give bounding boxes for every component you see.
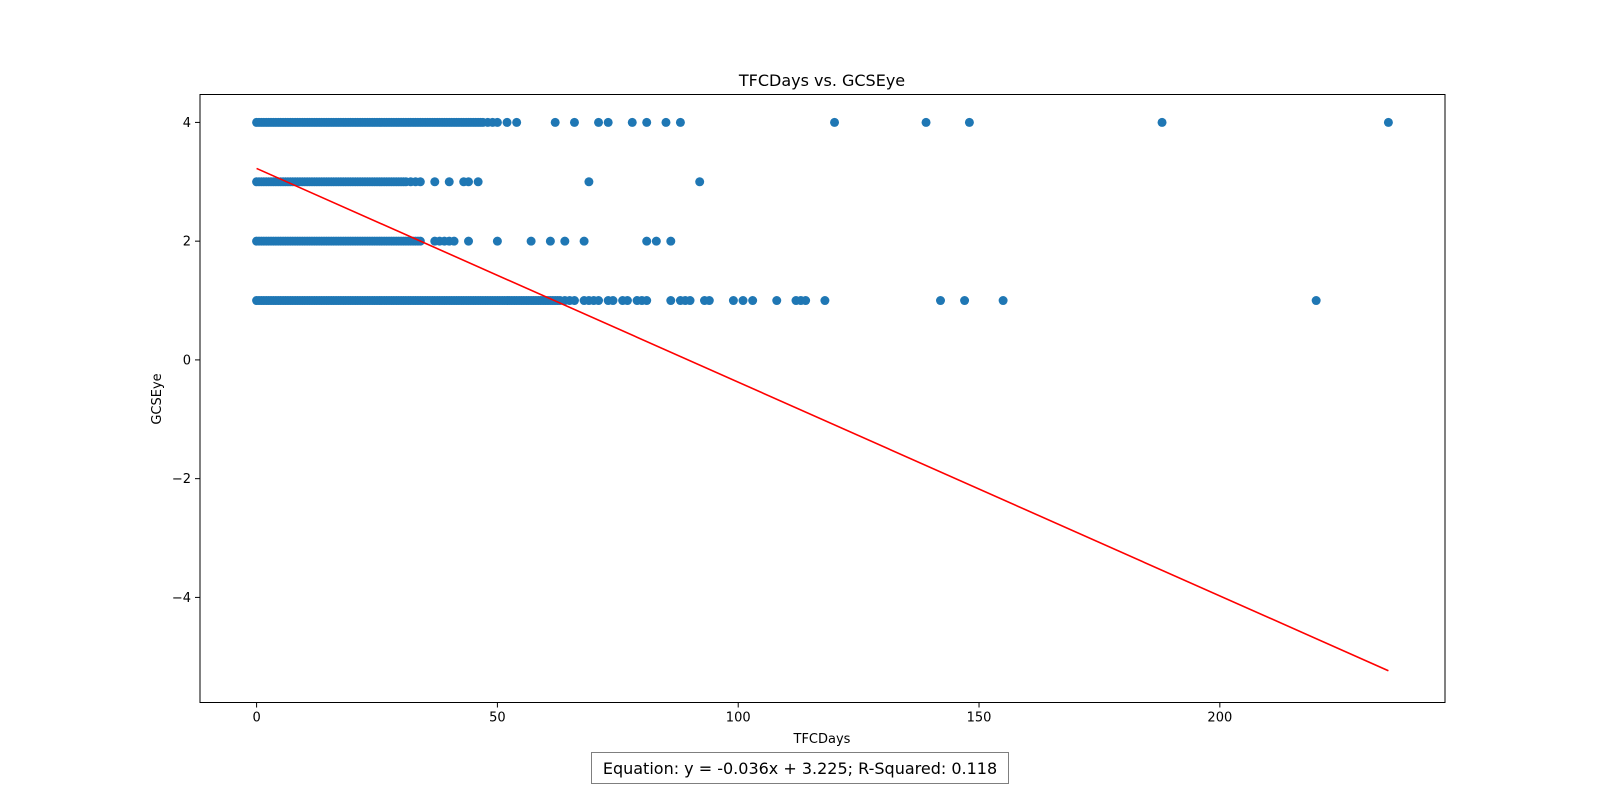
scatter-point <box>830 117 840 127</box>
y-axis-label: GCSEye <box>150 373 165 424</box>
scatter-point <box>772 296 782 306</box>
scatter-point <box>415 177 425 187</box>
scatter-point <box>748 296 758 306</box>
scatter-point <box>661 117 671 127</box>
scatter-point <box>666 236 676 246</box>
y-tick-label: −4 <box>172 591 191 606</box>
scatter-point <box>473 177 483 187</box>
scatter-point <box>430 177 440 187</box>
y-tick-label: −2 <box>172 472 191 487</box>
scatter-point <box>964 117 974 127</box>
scatter-point <box>550 117 560 127</box>
scatter-point <box>584 177 594 187</box>
x-axis-ticks: 0 50 100 150 200 <box>252 702 1232 726</box>
scatter-point <box>1157 117 1167 127</box>
scatter-point <box>1383 117 1393 127</box>
y-axis-ticks: −4 −2 0 2 4 <box>172 116 200 606</box>
scatter-point <box>594 296 604 306</box>
scatter-point <box>545 236 555 246</box>
x-tick-label: 0 <box>252 711 260 726</box>
scatter-point <box>608 296 618 306</box>
scatter-point <box>526 236 536 246</box>
chart-title: TFCDays vs. GCSEye <box>738 71 905 90</box>
scatter-point <box>685 296 695 306</box>
scatter-point <box>642 236 652 246</box>
scatter-point <box>622 296 632 306</box>
scatter-point <box>642 296 652 306</box>
scatter-point <box>998 296 1008 306</box>
scatter-point <box>695 177 705 187</box>
scatter-point <box>921 117 931 127</box>
scatter-point <box>569 117 579 127</box>
scatter-point <box>738 296 748 306</box>
scatter-point <box>464 236 474 246</box>
scatter-point <box>704 296 714 306</box>
plot-frame <box>199 94 1446 703</box>
scatter-point <box>603 117 613 127</box>
y-tick-label: 0 <box>183 353 191 368</box>
scatter-point <box>627 117 637 127</box>
scatter-point <box>444 177 454 187</box>
scatter-point <box>492 117 502 127</box>
scatter-point <box>512 117 522 127</box>
scatter-point <box>960 296 970 306</box>
regression-line <box>256 167 1389 672</box>
scatter-point <box>449 236 459 246</box>
x-axis-label: TFCDays <box>793 732 851 747</box>
scatter-point <box>560 236 570 246</box>
y-tick-label: 4 <box>183 116 191 131</box>
scatter-point <box>502 117 512 127</box>
scatter-point <box>1311 296 1321 306</box>
scatter-point <box>642 117 652 127</box>
x-tick-label: 150 <box>967 711 992 726</box>
scatter-point <box>594 117 604 127</box>
scatter-point <box>464 177 474 187</box>
scatter-point <box>651 236 661 246</box>
x-tick-label: 50 <box>489 711 506 726</box>
x-tick-label: 200 <box>1207 711 1232 726</box>
scatter-point <box>675 117 685 127</box>
scatter-point <box>579 236 589 246</box>
scatter-point <box>728 296 738 306</box>
scatter-point <box>801 296 811 306</box>
scatter-point <box>666 296 676 306</box>
scatter-point <box>492 236 502 246</box>
scatter-point <box>936 296 945 306</box>
y-tick-label: 2 <box>183 235 191 250</box>
x-tick-label: 100 <box>726 711 751 726</box>
scatter-point <box>569 296 579 306</box>
scatter-points <box>252 117 1393 306</box>
scatter-point <box>820 296 830 306</box>
equation-annotation: Equation: y = -0.036x + 3.225; R-Squared… <box>591 752 1009 784</box>
